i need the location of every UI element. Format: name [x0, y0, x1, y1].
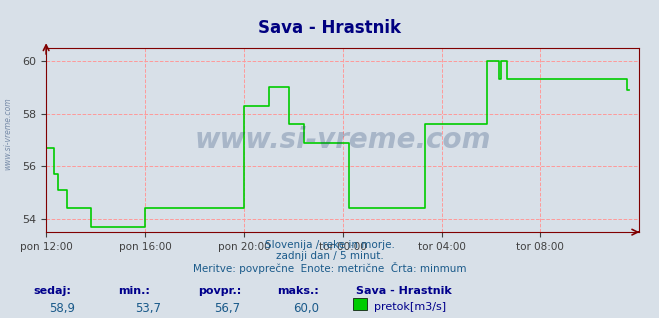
Text: 53,7: 53,7: [135, 302, 161, 315]
Text: Sava - Hrastnik: Sava - Hrastnik: [258, 19, 401, 37]
Text: min.:: min.:: [119, 286, 150, 296]
Text: maks.:: maks.:: [277, 286, 318, 296]
Text: 56,7: 56,7: [214, 302, 241, 315]
Text: Slovenija / reke in morje.: Slovenija / reke in morje.: [264, 240, 395, 250]
Text: 58,9: 58,9: [49, 302, 76, 315]
Text: www.si-vreme.com: www.si-vreme.com: [194, 126, 491, 154]
Text: 60,0: 60,0: [293, 302, 320, 315]
Text: Sava - Hrastnik: Sava - Hrastnik: [356, 286, 451, 296]
Text: sedaj:: sedaj:: [33, 286, 71, 296]
Text: Meritve: povprečne  Enote: metrične  Črta: minmum: Meritve: povprečne Enote: metrične Črta:…: [192, 262, 467, 274]
Text: zadnji dan / 5 minut.: zadnji dan / 5 minut.: [275, 251, 384, 261]
Text: povpr.:: povpr.:: [198, 286, 241, 296]
Text: pretok[m3/s]: pretok[m3/s]: [374, 302, 445, 312]
Text: www.si-vreme.com: www.si-vreme.com: [3, 97, 13, 170]
